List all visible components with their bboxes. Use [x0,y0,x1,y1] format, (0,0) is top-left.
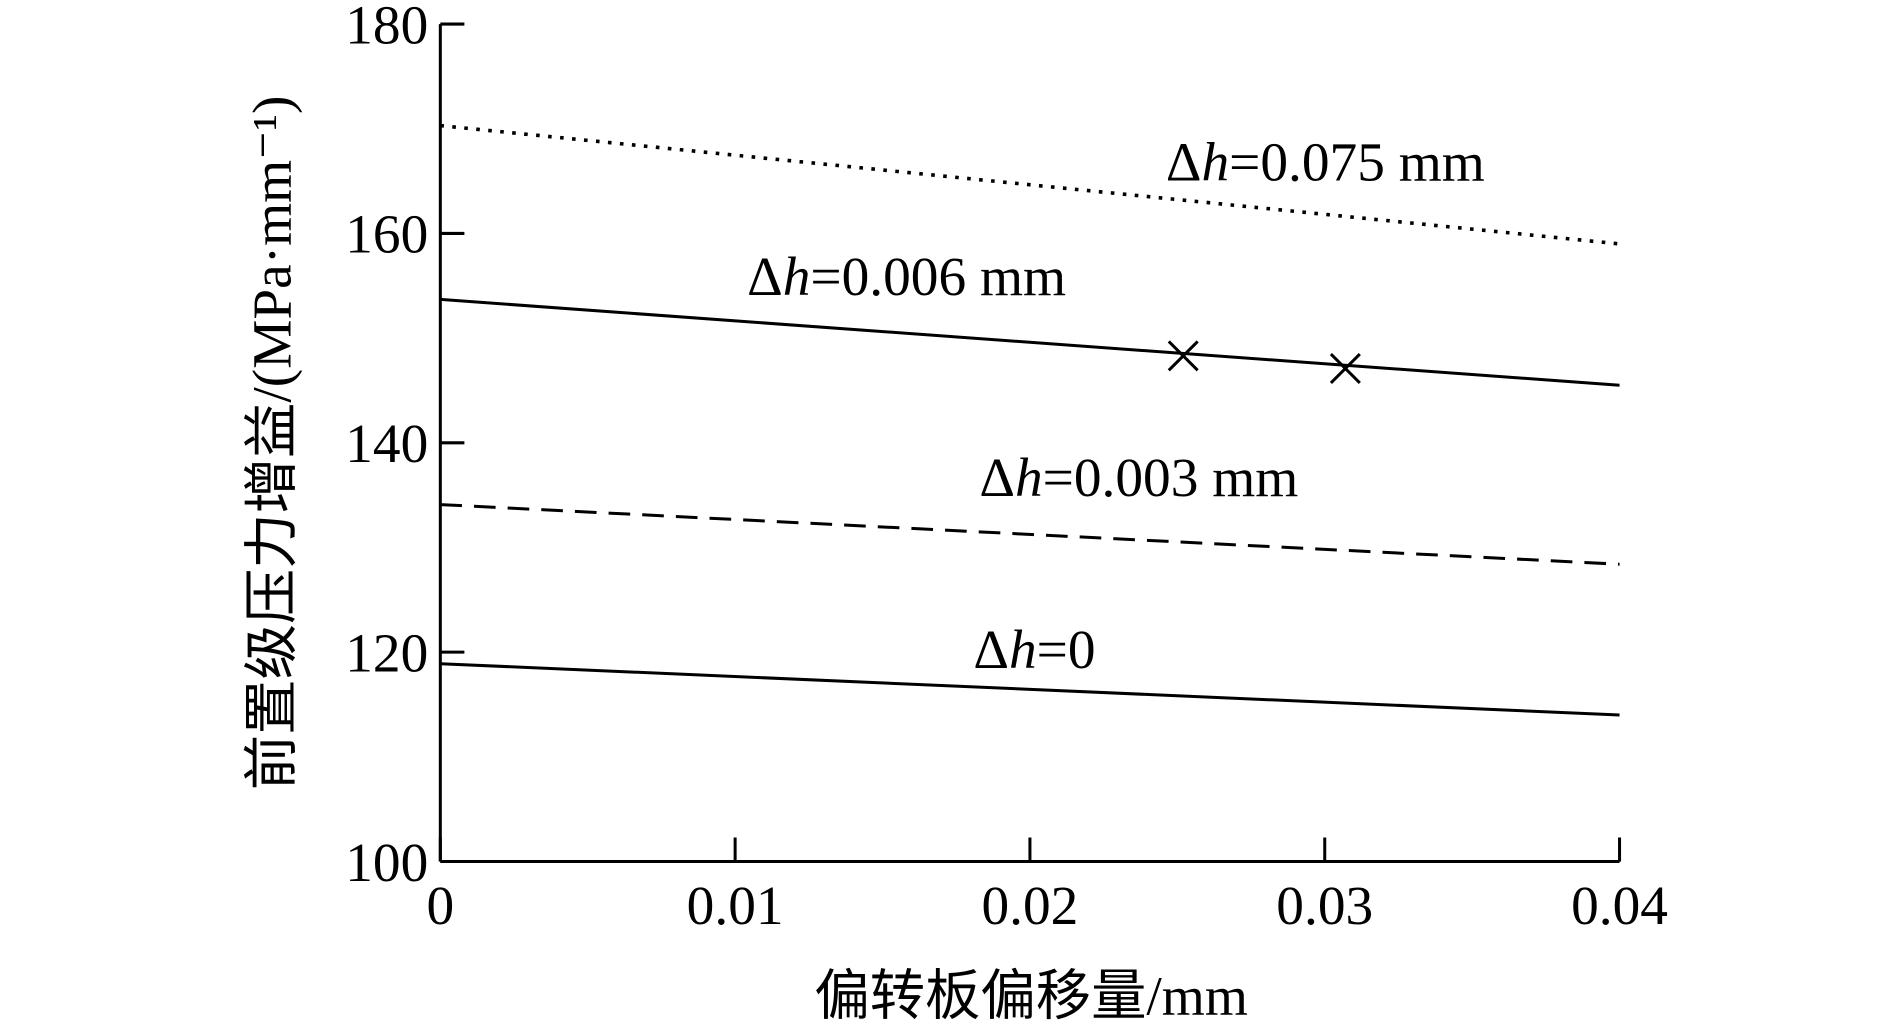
series-line [440,123,1620,246]
x-tick-label: 0.02 [982,875,1079,936]
x-axis-label: 偏转板偏移量/mm [814,965,1248,1024]
series-label: Δh=0.075 mm [1166,131,1485,192]
y-tick-label: 120 [345,622,428,683]
series-label: Δh=0.006 mm [747,246,1066,307]
x-tick-label: 0.01 [687,875,784,936]
y-tick-label: 180 [345,0,428,55]
marker [1329,352,1361,384]
y-axis-label: 前置级压力增益/(MPa·mm⁻¹) [242,96,303,791]
y-tick-label: 100 [345,832,428,893]
y-tick-label: 140 [345,413,428,474]
series-line [440,297,1620,387]
marker [1167,340,1199,372]
x-tick-label: 0.04 [1571,875,1668,936]
y-tick-label: 160 [345,204,428,265]
x-tick-label: 0.03 [1276,875,1373,936]
series-label: Δh=0 [973,619,1095,680]
series-line [440,662,1620,717]
series-line [440,503,1620,566]
x-tick-label: 0 [426,875,454,936]
series-label: Δh=0.003 mm [979,447,1298,508]
